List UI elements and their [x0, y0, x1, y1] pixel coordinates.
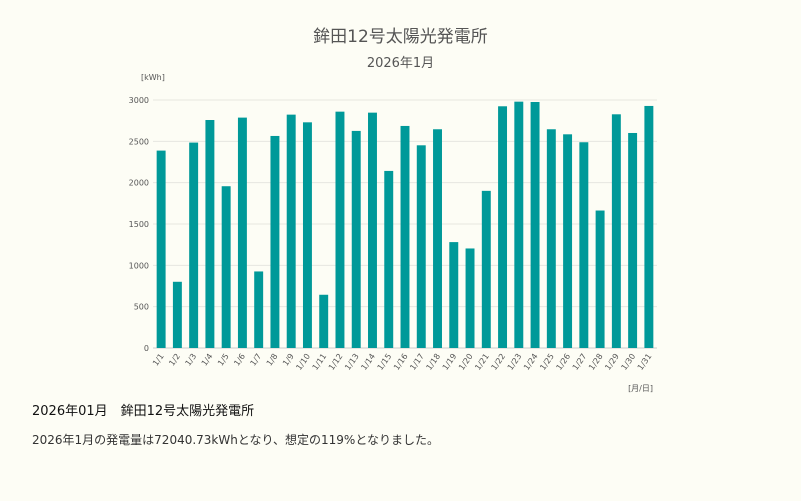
- x-tick-label: 1/8: [265, 352, 280, 368]
- x-tick-label: 1/28: [587, 352, 605, 372]
- bar: [254, 271, 264, 348]
- x-tick-label: 1/12: [327, 352, 345, 372]
- bar: [644, 105, 654, 349]
- x-tick-label: 1/18: [424, 352, 442, 372]
- y-tick-label: 2500: [129, 137, 149, 146]
- x-tick-label: 1/11: [311, 352, 329, 372]
- x-tick-label: 1/14: [359, 352, 377, 372]
- bar: [449, 242, 459, 348]
- x-tick-label: 1/2: [167, 352, 182, 368]
- bar: [172, 281, 182, 348]
- bar: [384, 170, 394, 348]
- bar: [611, 114, 621, 348]
- bar: [546, 129, 556, 348]
- x-tick-label: 1/31: [636, 352, 654, 372]
- bar: [498, 106, 508, 348]
- bar: [205, 120, 215, 348]
- bar: [302, 122, 312, 348]
- x-tick-label: 1/26: [555, 352, 573, 372]
- x-tick-label: 1/17: [408, 352, 426, 372]
- x-tick-label: 1/23: [506, 352, 524, 372]
- x-tick-label: 1/15: [376, 352, 394, 372]
- y-tick-label: 0: [144, 344, 149, 353]
- bar: [433, 129, 442, 348]
- bar: [563, 134, 573, 348]
- x-tick-label: 1/13: [343, 352, 361, 372]
- bar: [530, 101, 540, 348]
- bar: [319, 294, 329, 348]
- y-axis-label: [kWh]: [141, 73, 165, 82]
- summary-heading: 2026年01月 鉾田12号太陽光発電所: [32, 404, 255, 419]
- bar: [595, 210, 605, 348]
- x-axis-label: [月/日]: [628, 384, 653, 393]
- bar: [286, 114, 296, 348]
- bar: [237, 117, 247, 348]
- x-tick-label: 1/9: [281, 352, 296, 368]
- chart-subtitle: 2026年1月: [366, 56, 435, 71]
- x-tick-label: 1/21: [473, 352, 491, 372]
- x-tick-label: 1/3: [184, 352, 199, 368]
- bar: [416, 145, 426, 348]
- x-tick-label: 1/25: [538, 352, 556, 372]
- y-tick-label: 1000: [129, 261, 149, 270]
- bar: [156, 150, 166, 348]
- x-tick-label: 1/20: [457, 352, 475, 372]
- chart-title: 鉾田12号太陽光発電所: [313, 27, 488, 47]
- bar: [270, 135, 280, 348]
- summary-text: 2026年1月の発電量は72040.73kWhとなり、想定の119%となりました…: [32, 433, 439, 447]
- bar: [351, 130, 361, 348]
- bar: [481, 190, 491, 348]
- y-tick-label: 1500: [129, 220, 149, 229]
- bar: [368, 112, 377, 348]
- x-tick-label: 1/16: [392, 352, 410, 372]
- bar: [221, 186, 231, 348]
- bar: [514, 101, 524, 348]
- x-tick-label: 1/7: [249, 352, 264, 368]
- bar: [579, 142, 589, 348]
- x-tick-label: 1/29: [603, 352, 621, 372]
- x-tick-label: 1/30: [620, 352, 638, 372]
- y-tick-label: 3000: [129, 96, 149, 105]
- x-tick-label: 1/4: [200, 352, 215, 368]
- bar: [628, 132, 638, 348]
- bar: [335, 111, 345, 348]
- y-tick-label: 2000: [129, 179, 149, 188]
- x-tick-label: 1/10: [294, 352, 312, 372]
- x-tick-label: 1/6: [232, 352, 247, 368]
- x-tick-label: 1/19: [441, 352, 459, 372]
- x-tick-label: 1/1: [151, 352, 166, 368]
- x-tick-label: 1/22: [490, 352, 508, 372]
- bar: [465, 248, 475, 348]
- x-tick-label: 1/27: [571, 352, 589, 372]
- x-tick-label: 1/24: [522, 352, 540, 372]
- bar: [189, 142, 199, 348]
- x-tick-label: 1/5: [216, 352, 231, 368]
- y-tick-label: 500: [134, 303, 149, 312]
- bar: [400, 125, 410, 348]
